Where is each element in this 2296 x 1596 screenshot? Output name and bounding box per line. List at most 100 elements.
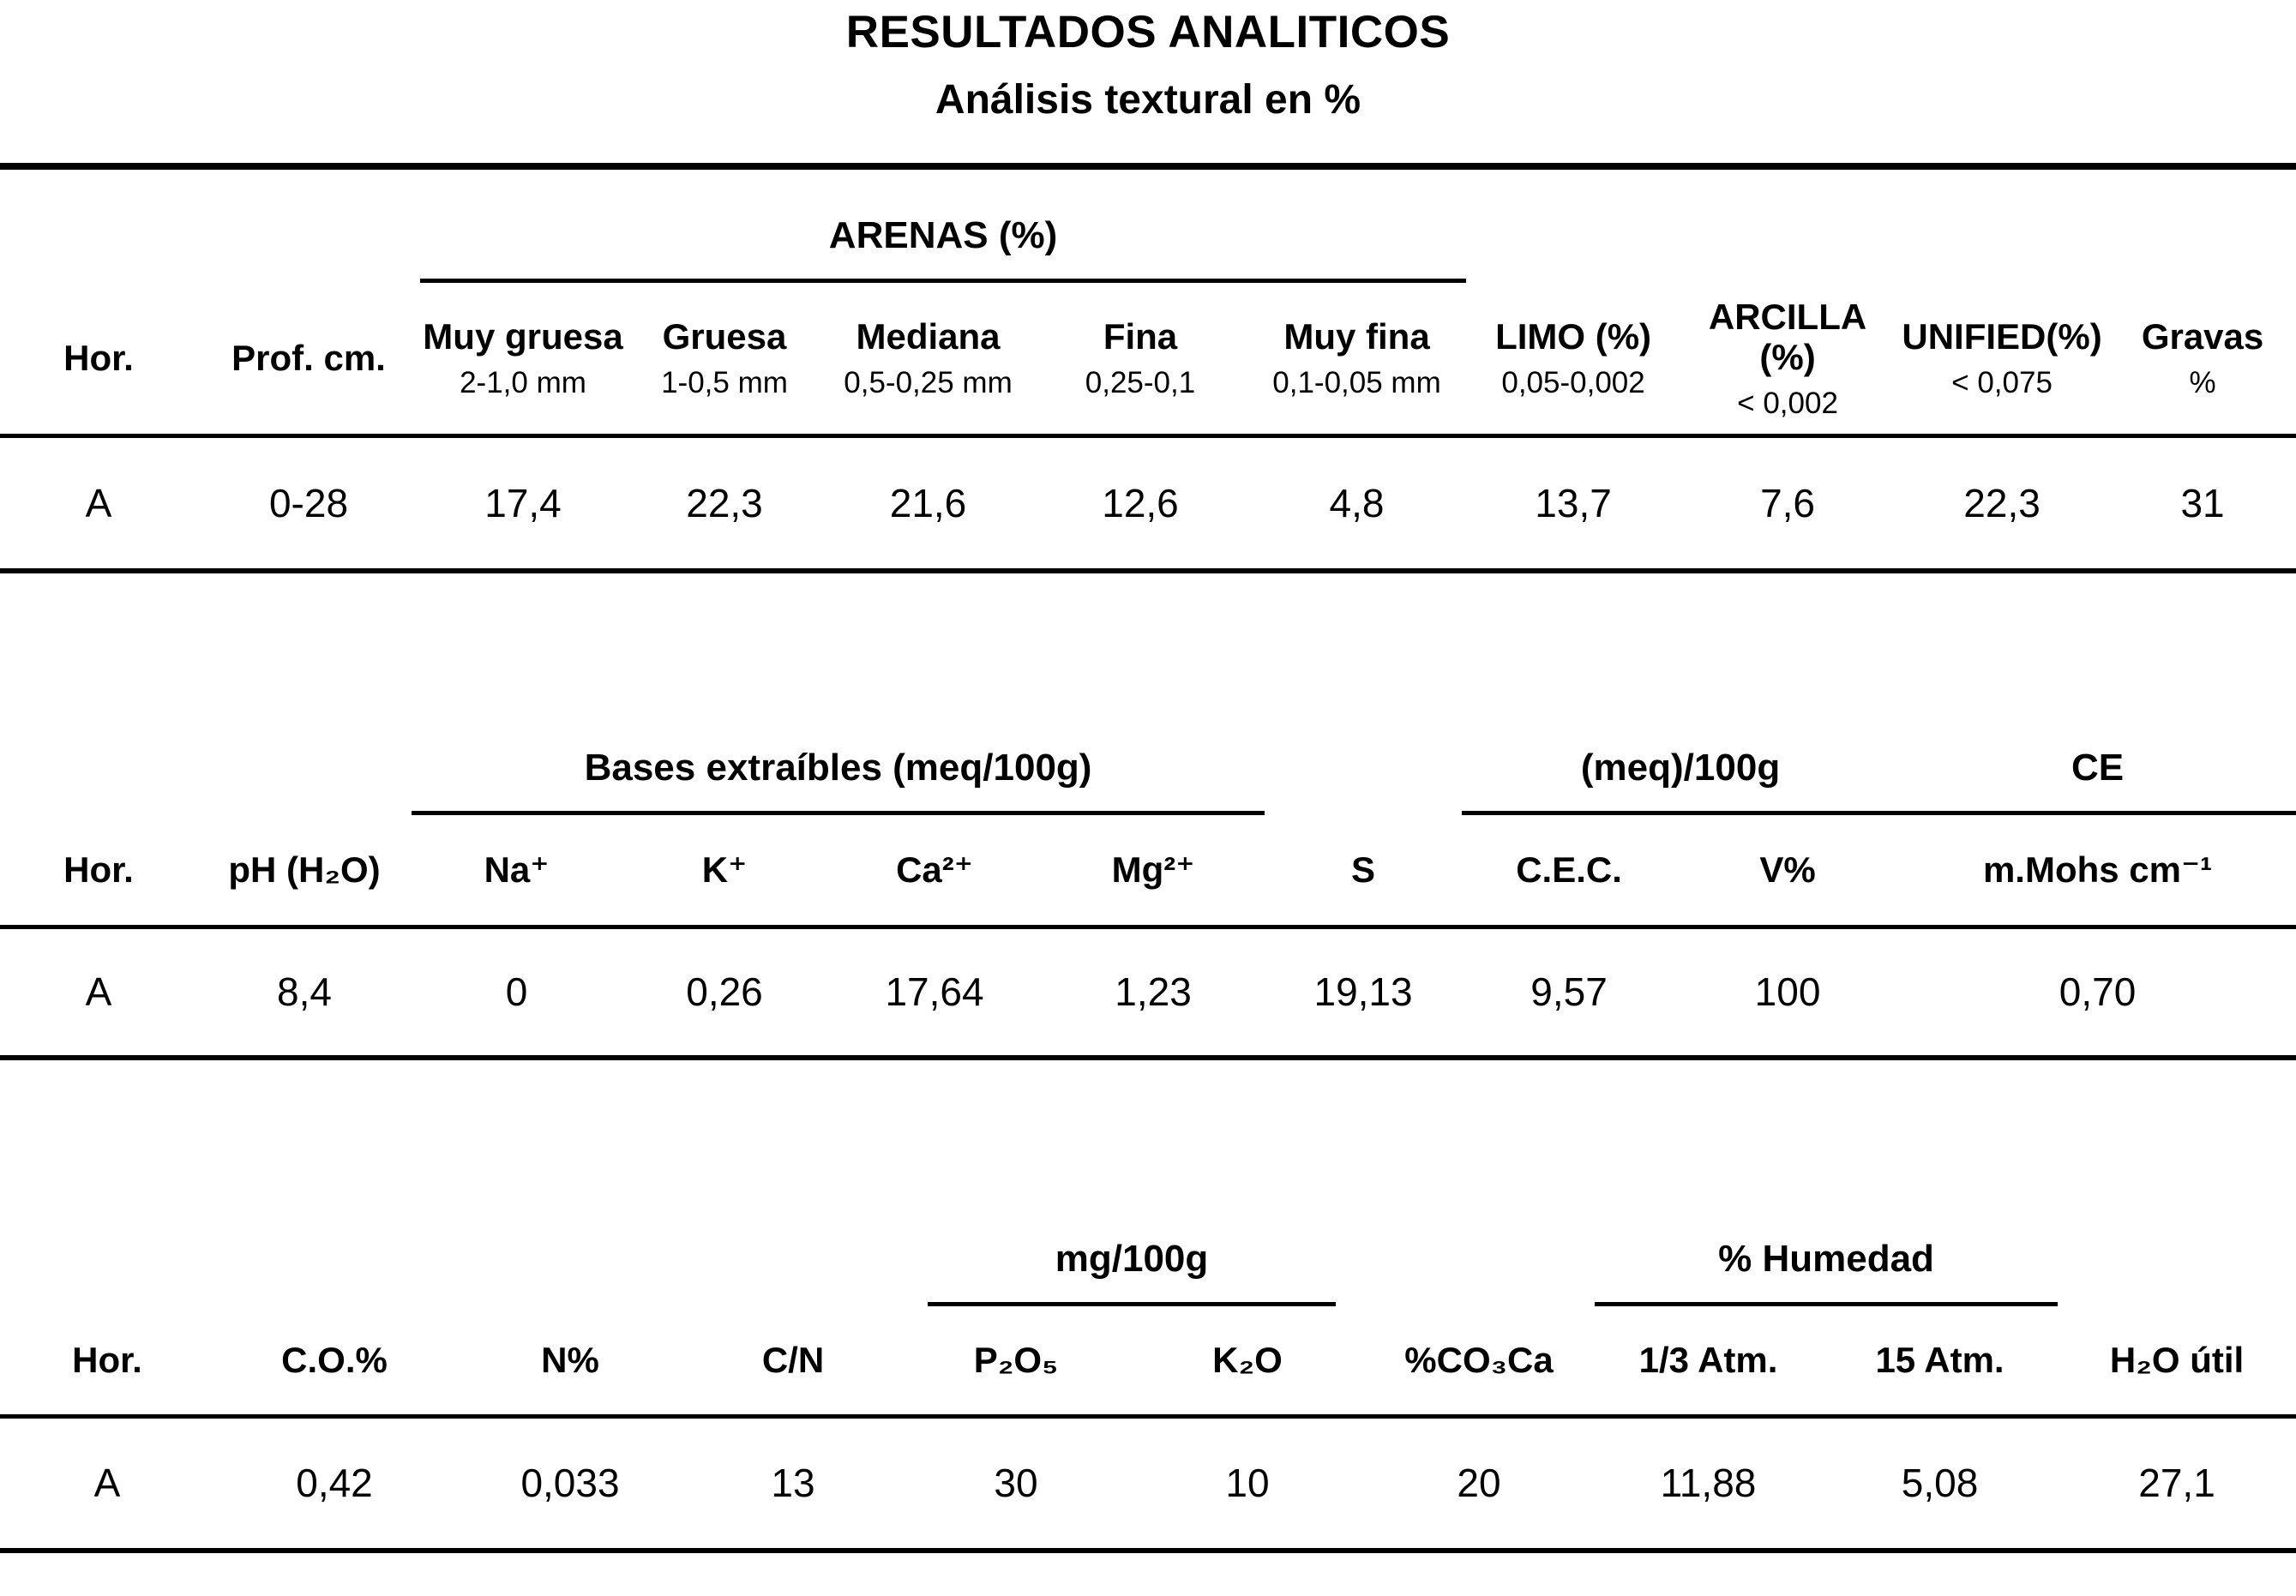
data-row: A 0,42 0,033 13 30 10 20 11,88 5,08 27,1 (0, 1416, 2296, 1554)
column-header: Na⁺ (412, 815, 622, 929)
group-header-row: Bases extraíbles (meq/100g) (meq)/100g C… (0, 705, 2296, 816)
spacer-cell (2058, 1197, 2296, 1306)
column-header: Hor. (0, 283, 197, 438)
column-label: Hor. (63, 849, 134, 891)
spacer-cell (1466, 170, 1680, 283)
column-header: Hor. (0, 1306, 214, 1419)
texture-table: ARENAS (%) Hor. Prof. cm. Muy gruesa 2-1,… (0, 170, 2296, 574)
data-cell: 0,42 (214, 1416, 454, 1554)
data-cell: 0,26 (622, 927, 827, 1061)
spacer-cell (214, 1197, 454, 1306)
column-header: C/N (686, 1306, 900, 1419)
column-header: Hor. (0, 815, 197, 929)
data-cell: 8,4 (197, 927, 412, 1061)
spacer-cell (0, 705, 197, 815)
group-header-row: mg/100g % Humedad (0, 1197, 2296, 1307)
data-cell: 0,70 (1899, 927, 2296, 1061)
group-header-row: ARENAS (%) (0, 170, 2296, 284)
column-label: S (1351, 849, 1376, 891)
column-label: UNIFIED(%) (1902, 316, 2102, 357)
column-sublabel: < 0,075 (1951, 366, 2053, 400)
column-header-row: Hor. C.O.% N% C/N P₂O₅ K₂O %CO₃Ca 1/3 At… (0, 1306, 2296, 1419)
column-label: Muy gruesa (423, 316, 623, 357)
data-cell: 21,6 (823, 435, 1033, 574)
column-sublabel: 0,05-0,002 (1501, 366, 1645, 400)
page-title: RESULTADOS ANALITICOS (845, 7, 1451, 57)
data-row: A 0-28 17,4 22,3 21,6 12,6 4,8 13,7 7,6 … (0, 435, 2296, 574)
spacer-cell (686, 1197, 900, 1306)
column-label: Mg²⁺ (1111, 849, 1195, 891)
column-header: 1/3 Atm. (1595, 1306, 1823, 1419)
column-label: Ca²⁺ (896, 849, 973, 891)
column-header: P₂O₅ (900, 1306, 1132, 1419)
data-cell: 13 (686, 1416, 900, 1554)
column-header: N% (454, 1306, 686, 1419)
data-cell: 19,13 (1265, 927, 1463, 1061)
column-header: Muy fina 0,1-0,05 mm (1247, 283, 1467, 438)
column-label: Na⁺ (484, 849, 550, 891)
column-sublabel: 0,5-0,25 mm (844, 366, 1013, 400)
column-label: %CO₃Ca (1404, 1340, 1554, 1381)
column-header: C.O.% (214, 1306, 454, 1419)
column-sublabel: < 0,002 (1737, 386, 1838, 420)
column-label: H₂O útil (2109, 1340, 2245, 1381)
column-label: ARCILLA (%) (1708, 296, 1867, 377)
column-label: Fina (1103, 316, 1178, 357)
column-sublabel: 2-1,0 mm (460, 366, 586, 400)
data-cell: 13,7 (1466, 435, 1681, 574)
data-cell: 11,88 (1595, 1416, 1823, 1554)
column-label: 15 Atm. (1875, 1340, 2004, 1381)
column-header: LIMO (%) 0,05-0,002 (1466, 283, 1681, 438)
column-header-row: Hor. pH (H₂O) Na⁺ K⁺ Ca²⁺ Mg²⁺ S C.E.C. … (0, 815, 2296, 929)
data-cell: 17,4 (420, 435, 626, 574)
group-header-bases: Bases extraíbles (meq/100g) (412, 747, 1265, 816)
column-label: C.O.% (281, 1340, 388, 1381)
column-header: S (1265, 815, 1463, 929)
column-header: Mg²⁺ (1042, 815, 1265, 929)
data-cell: 30 (900, 1416, 1132, 1554)
data-cell: 9,57 (1462, 927, 1677, 1061)
column-label: Gruesa (662, 316, 787, 357)
column-label: C/N (761, 1340, 825, 1381)
column-header: pH (H₂O) (197, 815, 412, 929)
data-cell: 4,8 (1247, 435, 1467, 574)
column-header-row: Hor. Prof. cm. Muy gruesa 2-1,0 mm Gruesa… (0, 283, 2296, 438)
column-label: Hor. (63, 338, 134, 379)
data-cell: 22,3 (1895, 435, 2110, 574)
page-subtitle: Análisis textural en % (935, 76, 1361, 123)
group-header-meq: (meq)/100g (1462, 747, 1900, 816)
data-cell: 0,033 (454, 1416, 686, 1554)
column-header: C.E.C. (1462, 815, 1677, 929)
data-cell: 27,1 (2058, 1416, 2296, 1554)
data-cell: A (0, 1416, 214, 1554)
column-sublabel: % (2189, 366, 2216, 400)
data-cell: 10 (1132, 1416, 1364, 1554)
column-label: K₂O (1212, 1340, 1283, 1381)
spacer-cell (1895, 170, 2109, 283)
group-header-meq-cell: (meq)/100g (1462, 705, 1900, 816)
group-header-mg100g: mg/100g (928, 1238, 1336, 1307)
column-label: LIMO (%) (1495, 316, 1652, 357)
column-label: pH (H₂O) (228, 849, 381, 891)
spacer-cell (197, 170, 420, 283)
column-header: UNIFIED(%) < 0,075 (1895, 283, 2110, 438)
column-header: Gravas% (2109, 283, 2296, 438)
spacer-cell (454, 1197, 686, 1306)
column-header: V% (1676, 815, 1900, 929)
bases-table: Bases extraíbles (meq/100g) (meq)/100g C… (0, 705, 2296, 1061)
column-header: Ca²⁺ (827, 815, 1042, 929)
data-cell: 0 (412, 927, 622, 1061)
group-header-arenas: ARENAS (%) (420, 214, 1467, 284)
data-cell: 20 (1363, 1416, 1596, 1554)
spacer-cell (197, 705, 412, 815)
group-header-humedad: % Humedad (1595, 1238, 2059, 1307)
group-header-bases-cell: Bases extraíbles (meq/100g) (412, 705, 1265, 816)
data-cell: 12,6 (1033, 435, 1247, 574)
column-header: ARCILLA (%) < 0,002 (1680, 283, 1896, 438)
column-label: Gravas (2141, 316, 2264, 357)
spacer-cell (0, 170, 197, 283)
column-header: Gruesa 1-0,5 mm (626, 283, 823, 438)
column-label: K⁺ (701, 849, 748, 891)
column-label: Muy fina (1283, 316, 1430, 357)
